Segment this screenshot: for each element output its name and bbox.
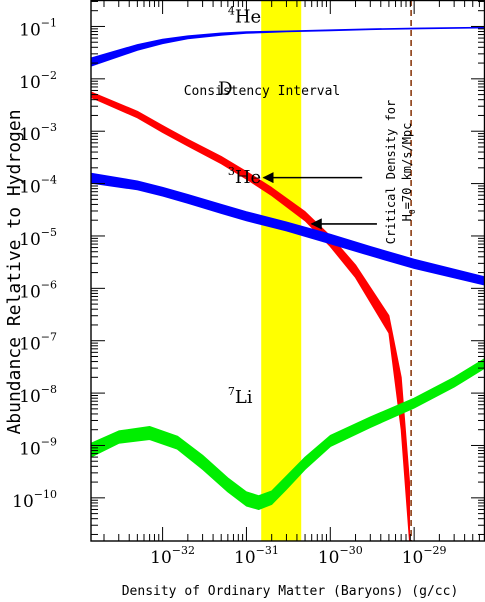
text-span: −10 bbox=[34, 488, 57, 501]
text-span: He bbox=[235, 167, 261, 188]
text-span: 0 bbox=[408, 209, 417, 214]
text-span: −8 bbox=[41, 383, 57, 396]
x-tick-label: 10−29 bbox=[402, 544, 447, 568]
annotation-layer bbox=[262, 172, 377, 230]
text-span: 10 bbox=[150, 548, 172, 568]
text-span: 10 bbox=[19, 387, 41, 407]
series-band-d bbox=[91, 91, 410, 541]
series-label-3he: 3He bbox=[228, 165, 261, 188]
y-tick-label: 10−8 bbox=[19, 383, 57, 407]
text-span: −29 bbox=[423, 544, 446, 557]
text-span: 10 bbox=[19, 282, 41, 302]
series-label-d: D bbox=[218, 79, 232, 100]
series-label-7li: 7Li bbox=[228, 385, 253, 408]
y-tick-label: 10−5 bbox=[19, 226, 57, 250]
consistency-interval-label: Consistency Interval bbox=[184, 84, 341, 99]
text-span: =70 km/s/Mpc bbox=[400, 123, 414, 210]
y-tick-label: 10−9 bbox=[19, 435, 57, 459]
critical-density-label: Critical Density for H0=70 km/s/Mpc bbox=[384, 100, 417, 245]
text-span: 3 bbox=[228, 165, 235, 178]
y-tick-label: 10−6 bbox=[19, 278, 57, 302]
text-span: 10 bbox=[19, 178, 41, 198]
y-tick-label: 10−3 bbox=[19, 121, 57, 145]
text-layer: 10−1010−910−810−710−610−510−410−310−210−… bbox=[4, 4, 458, 599]
y-tick-label: 10−2 bbox=[19, 69, 57, 93]
consistency-band-layer bbox=[261, 0, 412, 541]
axes-layer bbox=[90, 0, 485, 542]
text-span: −32 bbox=[172, 544, 195, 557]
x-tick-label: 10−30 bbox=[318, 544, 363, 568]
x-tick-label: 10−32 bbox=[150, 544, 195, 568]
text-span: 10 bbox=[19, 125, 41, 145]
text-span: 10 bbox=[234, 548, 256, 568]
text-span: 10 bbox=[318, 548, 340, 568]
y-tick-label: 10−4 bbox=[19, 174, 57, 198]
text-span: −4 bbox=[41, 174, 57, 187]
text-span: −3 bbox=[41, 121, 57, 134]
series-band-4he bbox=[91, 26, 485, 67]
text-span: 10 bbox=[12, 492, 34, 512]
text-span: 10 bbox=[19, 439, 41, 459]
text-span: 10 bbox=[19, 230, 41, 250]
text-span: −6 bbox=[41, 278, 57, 291]
text-span: H bbox=[400, 214, 414, 221]
text-span: −5 bbox=[41, 226, 57, 239]
y-tick-label: 10−10 bbox=[12, 488, 57, 512]
series-layer bbox=[91, 26, 485, 541]
text-span: −2 bbox=[41, 69, 57, 82]
critical-density-label-line1: Critical Density for bbox=[384, 100, 398, 245]
text-span: −31 bbox=[256, 544, 279, 557]
x-tick-label: 10−31 bbox=[234, 544, 279, 568]
text-span: Li bbox=[235, 387, 253, 408]
text-span: 4 bbox=[228, 4, 235, 17]
y-tick-label: 10−7 bbox=[19, 331, 57, 355]
text-span: −7 bbox=[41, 331, 57, 344]
series-band-7li bbox=[91, 357, 485, 510]
series-label-4he: 4He bbox=[228, 4, 261, 27]
x-axis-title: Density of Ordinary Matter (Baryons) (g/… bbox=[122, 584, 459, 599]
text-span: −9 bbox=[41, 435, 57, 448]
text-span: 10 bbox=[402, 548, 424, 568]
text-span: 10 bbox=[19, 20, 41, 40]
text-span: −1 bbox=[41, 16, 57, 29]
consistency-interval-band bbox=[261, 0, 302, 541]
text-span: 10 bbox=[19, 73, 41, 93]
text-span: 10 bbox=[19, 335, 41, 355]
text-span: 7 bbox=[228, 385, 235, 398]
text-span: −30 bbox=[340, 544, 363, 557]
text-span: D bbox=[218, 79, 232, 100]
critical-density-label-line2: H0=70 km/s/Mpc bbox=[400, 123, 417, 222]
series-band-3he bbox=[91, 172, 485, 286]
y-tick-label: 10−1 bbox=[19, 16, 57, 40]
y-axis-title: Abundance Relative to Hydrogen bbox=[4, 109, 25, 434]
text-span: He bbox=[235, 6, 261, 27]
